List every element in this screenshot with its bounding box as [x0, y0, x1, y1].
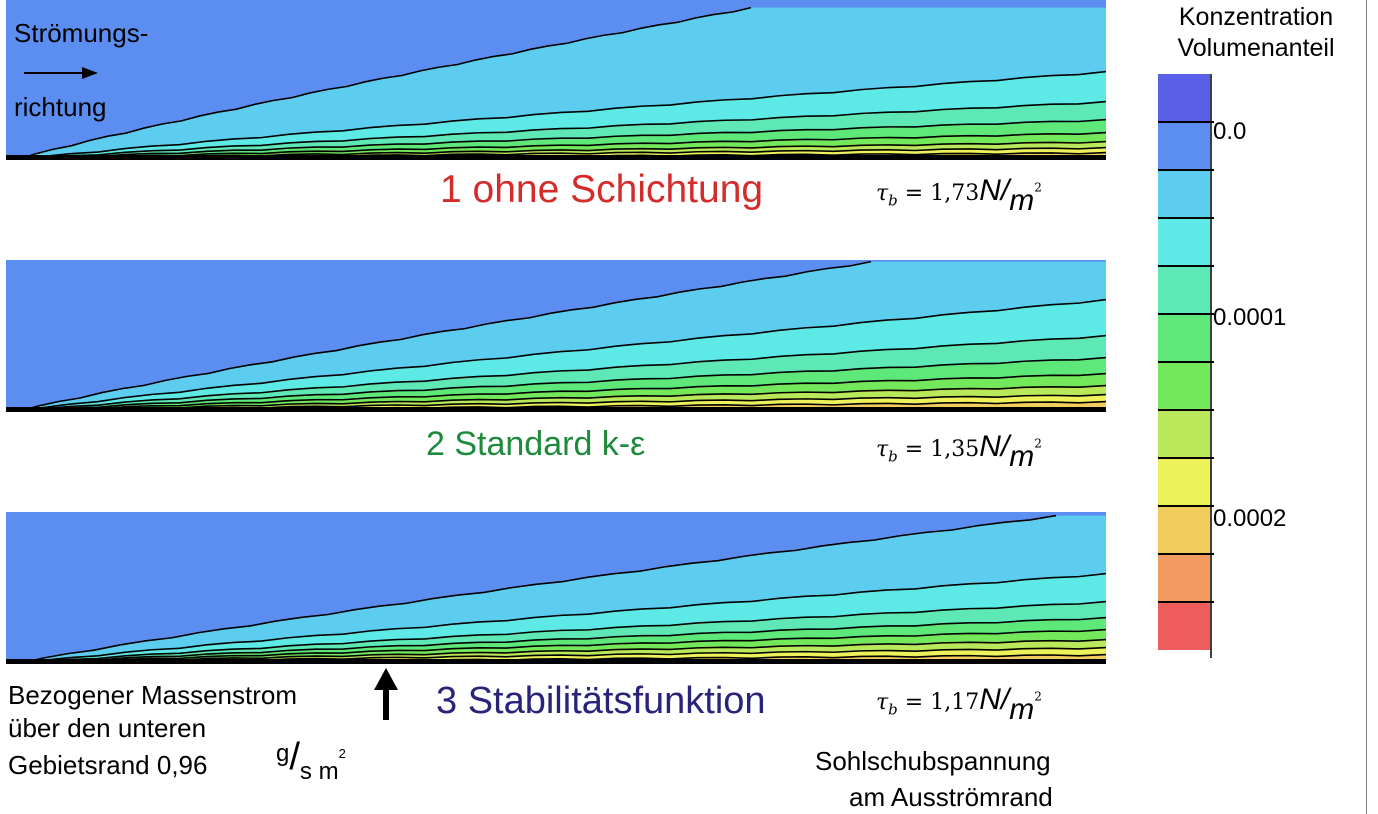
colorbar-swatch-5: [1158, 314, 1210, 362]
panel-1-caption: 1 ohne Schichtung: [440, 168, 764, 211]
legend-title-line1: Konzentration: [1178, 3, 1334, 31]
legend-tick-label-1: 0.0001: [1213, 304, 1287, 331]
colorbar-swatch-11: [1158, 602, 1210, 650]
colorbar-swatch-10: [1158, 554, 1210, 602]
colorbar-swatch-9: [1158, 506, 1210, 554]
mass-flow-unit: g/s m2: [276, 736, 346, 785]
panel-2-contour-line-4: [15, 356, 1106, 412]
legend-tick-label-0: 0.0: [1213, 118, 1247, 145]
flow-direction-label-line2: richtung: [14, 92, 107, 122]
flow-direction-arrow-icon: [24, 67, 98, 79]
legend-title-line2: Volumenanteil: [1177, 34, 1335, 62]
mass-flow-line1: Bezogener Massenstrom: [8, 680, 298, 710]
legend-tick-label-2: 0.0002: [1213, 505, 1287, 532]
panel-1-shear-value: τb = 1,73N/m2: [876, 174, 1042, 217]
panel-3-contour-line-4: [15, 616, 1106, 664]
panel-2-contour-line-1: [15, 260, 872, 412]
panel-1-contour-line-2: [15, 70, 1106, 160]
panel-3-bottom-boundary: [6, 659, 1106, 664]
panel-1-contour-line-4: [15, 118, 1106, 160]
colorbar-swatch-6: [1158, 362, 1210, 410]
panel-1-contour-line-5: [15, 131, 1106, 160]
panel-1-contour-line-1: [15, 6, 752, 160]
flow-direction-label-line1: Strömungs-: [14, 18, 149, 48]
mass-flow-line3: Gebietsrand 0,96: [8, 750, 208, 780]
panel-2-shear-value: τb = 1,35N/m2: [876, 430, 1042, 473]
contour-panel-1: [6, 0, 1106, 160]
panel-3-contour-line-2: [15, 572, 1106, 664]
colorbar-swatch-0: [1158, 74, 1210, 122]
panel-3-caption: 3 Stabilitätsfunktion: [436, 680, 766, 722]
colorbar-swatch-4: [1158, 266, 1210, 314]
legend-colorbar: [1158, 74, 1214, 658]
contour-panel-2: [6, 260, 1106, 412]
colorbar-swatch-1: [1158, 122, 1210, 170]
panel-2-contour-line-5: [15, 372, 1106, 412]
panel-2-contour-line-3: [15, 334, 1106, 412]
panel-3-contour-line-3: [15, 600, 1106, 664]
panel-2-contour-line-6: [15, 384, 1106, 412]
colorbar-swatch-7: [1158, 410, 1210, 458]
right-border: [1366, 0, 1367, 814]
shear-note-line2: am Ausströmrand: [849, 782, 1053, 812]
panel-2-caption: 2 Standard k-ε: [426, 425, 646, 463]
mass-flow-arrow-icon: [374, 668, 398, 720]
mass-flow-line2: über den unteren: [8, 713, 207, 743]
colorbar-swatch-8: [1158, 458, 1210, 506]
panel-2-bottom-boundary: [6, 407, 1106, 412]
colorbar-swatch-3: [1158, 218, 1210, 266]
shear-note-line1: Sohlschubspannung: [815, 746, 1051, 776]
panel-2-contour-line-2: [15, 298, 1106, 412]
panel-3-contour-line-5: [15, 628, 1106, 664]
panel-1-bottom-boundary: [6, 155, 1106, 160]
panel-3-shear-value: τb = 1,17N/m2: [876, 683, 1042, 726]
panel-3-contour-line-1: [15, 514, 1057, 664]
contour-panel-3: [6, 512, 1106, 664]
colorbar-swatch-2: [1158, 170, 1210, 218]
panel-1-contour-line-3: [15, 100, 1106, 160]
